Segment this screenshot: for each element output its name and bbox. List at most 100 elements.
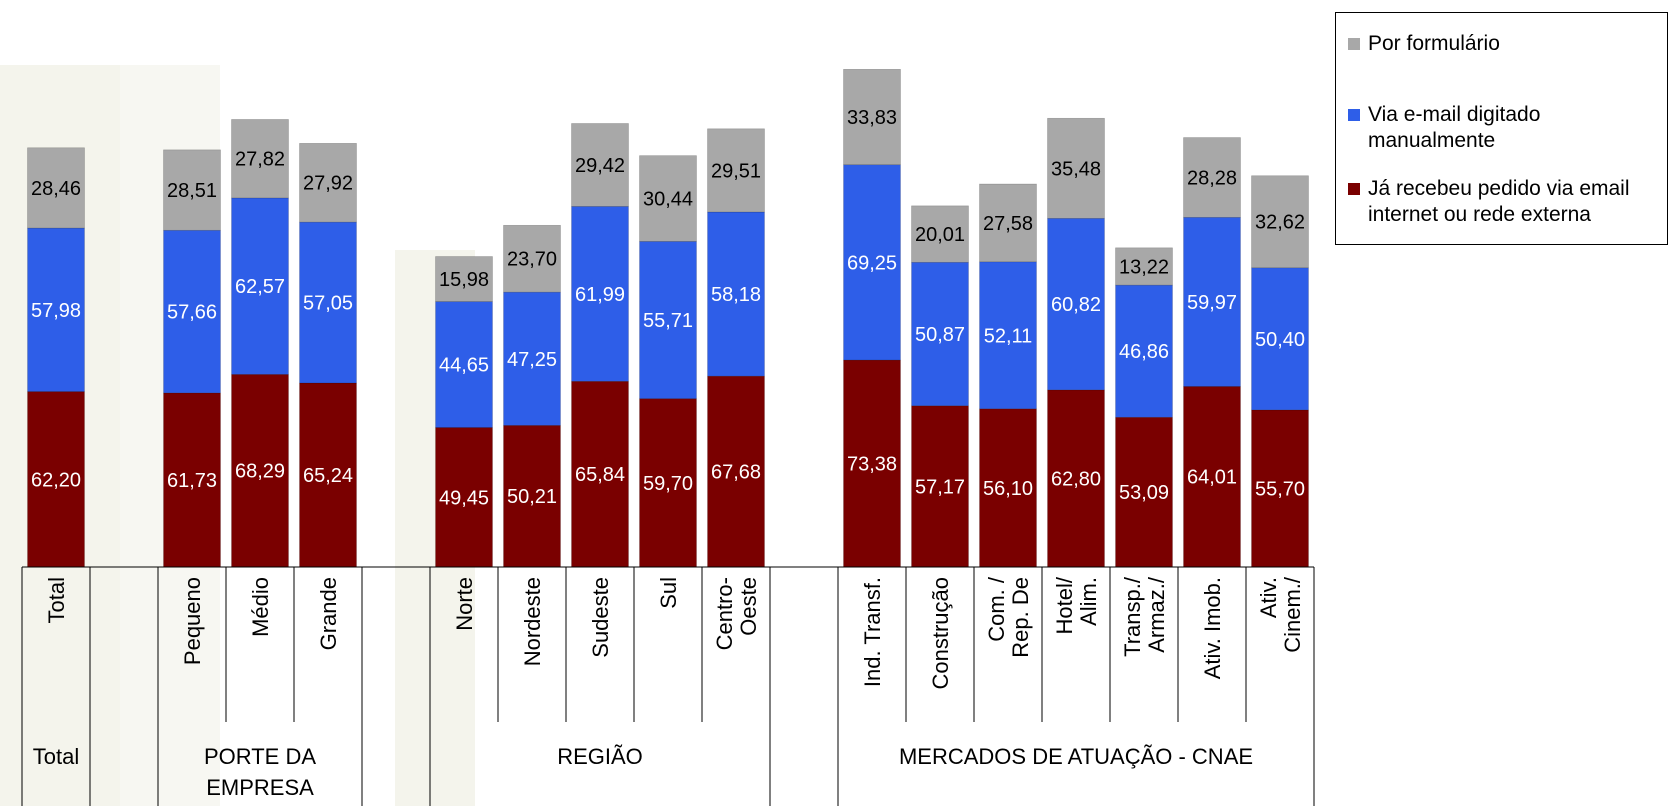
bar-pedido (163, 392, 221, 568)
category-tick-label: Rep. De (1008, 577, 1033, 658)
data-label-formulario: 27,58 (983, 213, 1033, 235)
bar-email (299, 221, 357, 384)
legend: Por formulário Via e-mail digitado manualm… (1335, 12, 1668, 245)
bar-email (843, 164, 901, 361)
bar-pedido (435, 427, 493, 568)
data-label-pedido: 73,38 (847, 454, 897, 476)
data-label-email: 52,11 (984, 325, 1033, 347)
bar-formulario (503, 224, 561, 293)
bar-formulario (571, 123, 629, 207)
bar-email (503, 291, 561, 426)
bar-formulario (707, 128, 765, 213)
data-label-pedido: 64,01 (1187, 467, 1237, 489)
bar-email (1183, 217, 1241, 387)
bar-email (27, 227, 85, 392)
data-label-pedido: 50,21 (507, 486, 557, 508)
bars-layer: 62,20 57,98 28,46 61,73 57,66 28,51 68,29 62,57… (27, 69, 1309, 568)
category-tick-label: Sul (656, 577, 681, 609)
bar-formulario (843, 69, 901, 166)
group-label: MERCADOS DE ATUAÇÃO - CNAE (899, 744, 1253, 769)
data-label-formulario: 28,46 (31, 178, 81, 200)
data-label-formulario: 29,51 (711, 160, 761, 182)
data-label-email: 57,98 (31, 300, 81, 322)
data-label-email: 55,71 (643, 310, 693, 332)
category-tick-label: Oeste (736, 577, 761, 636)
data-label-email: 47,25 (507, 349, 557, 371)
data-label-formulario: 30,44 (643, 189, 693, 211)
legend-text: internet ou rede externa (1368, 203, 1591, 226)
data-label-formulario: 27,92 (303, 173, 353, 195)
data-label-email: 50,87 (915, 324, 965, 346)
bar-email (1251, 267, 1309, 411)
data-label-pedido: 67,68 (711, 462, 761, 484)
category-tick-label: Cinem./ (1280, 576, 1305, 653)
data-label-pedido: 56,10 (983, 478, 1033, 500)
data-label-email: 59,97 (1187, 292, 1237, 314)
category-tick-label: Ativ. Imob. (1200, 577, 1225, 679)
bar-pedido (843, 359, 901, 568)
data-label-formulario: 23,70 (507, 249, 557, 271)
category-tick-label: Hotel/ (1052, 576, 1077, 634)
bar-pedido (707, 375, 765, 568)
bar-formulario (299, 143, 357, 223)
data-label-formulario: 33,83 (847, 107, 897, 129)
category-axis-table: Total Pequeno Médio Grande Norte Nordeste Sude… (21, 566, 1315, 806)
bar-email (1047, 218, 1105, 391)
data-label-email: 44,65 (439, 355, 489, 377)
data-label-email: 62,57 (235, 276, 285, 298)
bar-email (911, 261, 969, 407)
legend-text: Via e-mail digitado (1368, 103, 1541, 126)
data-label-pedido: 68,29 (235, 461, 285, 483)
bar-pedido (299, 382, 357, 568)
category-tick-label: Norte (452, 577, 477, 631)
bar-formulario (27, 147, 85, 229)
bar-pedido (639, 398, 697, 568)
data-label-email: 60,82 (1051, 294, 1101, 316)
category-tick-label: Construção (928, 577, 953, 690)
data-label-formulario: 28,51 (167, 180, 217, 202)
data-label-email: 58,18 (711, 284, 761, 306)
data-label-email: 46,86 (1119, 341, 1169, 363)
legend-text: Já recebeu pedido via email (1368, 177, 1630, 200)
legend-text: manualmente (1368, 129, 1496, 152)
bar-pedido (911, 405, 969, 568)
bar-pedido (571, 381, 629, 568)
data-label-formulario: 32,62 (1255, 212, 1305, 234)
bar-formulario (1251, 175, 1309, 269)
data-label-pedido: 55,70 (1255, 478, 1305, 500)
category-tick-label: Médio (248, 577, 273, 637)
group-label: EMPRESA (206, 775, 314, 800)
category-tick-label: Transp./ (1120, 576, 1145, 657)
legend-text: Por formulário (1368, 32, 1500, 55)
data-label-formulario: 13,22 (1119, 256, 1169, 278)
data-label-pedido: 59,70 (643, 473, 693, 495)
bar-formulario (231, 119, 289, 199)
bar-pedido (1047, 389, 1105, 568)
category-tick-label: Ind. Transf. (860, 577, 885, 687)
data-label-pedido: 53,09 (1119, 482, 1169, 504)
data-label-email: 61,99 (575, 284, 625, 306)
data-label-email: 57,05 (303, 293, 353, 315)
data-label-formulario: 28,28 (1187, 167, 1237, 189)
bar-formulario (163, 149, 221, 231)
bar-email (231, 197, 289, 375)
category-tick-label: Nordeste (520, 577, 545, 666)
legend-item-formulario: Por formulário (1348, 31, 1500, 57)
category-tick-label: Total (44, 577, 69, 623)
bar-pedido (1251, 409, 1309, 568)
bar-pedido (979, 408, 1037, 568)
data-label-pedido: 65,24 (303, 465, 353, 487)
data-label-email: 69,25 (847, 252, 897, 274)
data-label-email: 50,40 (1255, 329, 1305, 351)
bar-pedido (231, 374, 289, 568)
category-tick-label: Com. / (984, 576, 1009, 642)
bar-email (571, 206, 629, 382)
bar-pedido (27, 391, 85, 568)
category-tick-label: Sudeste (588, 577, 613, 658)
legend-swatch (1348, 109, 1360, 121)
data-label-pedido: 49,45 (439, 487, 489, 509)
bar-formulario (435, 256, 493, 302)
data-label-pedido: 62,80 (1051, 468, 1101, 490)
legend-swatch (1348, 183, 1360, 195)
